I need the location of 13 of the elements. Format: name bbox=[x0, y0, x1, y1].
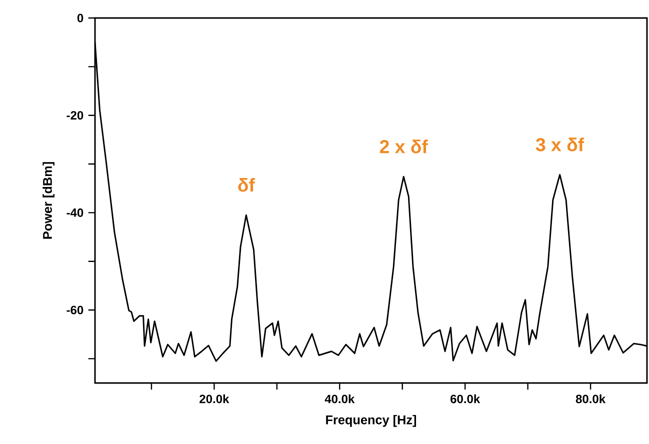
x-axis-title: Frequency [Hz] bbox=[326, 415, 416, 427]
annotation: 3 x δf bbox=[536, 138, 584, 152]
x-tick-label: 80.0k bbox=[576, 394, 606, 404]
annotation: δf bbox=[238, 178, 255, 192]
x-tick-label: 40.0k bbox=[324, 394, 355, 404]
y-tick-label: -40 bbox=[66, 208, 84, 217]
y-tick-label: -60 bbox=[66, 306, 84, 314]
y-tick-label: 0 bbox=[77, 14, 84, 22]
x-tick-label: 60.0k bbox=[450, 394, 480, 404]
annotation: 2 x δf bbox=[380, 140, 428, 154]
y-axis-title: Power [dBm] bbox=[42, 162, 54, 239]
x-tick-label: 20.0k bbox=[200, 394, 230, 404]
y-tick-label: -20 bbox=[66, 111, 84, 120]
